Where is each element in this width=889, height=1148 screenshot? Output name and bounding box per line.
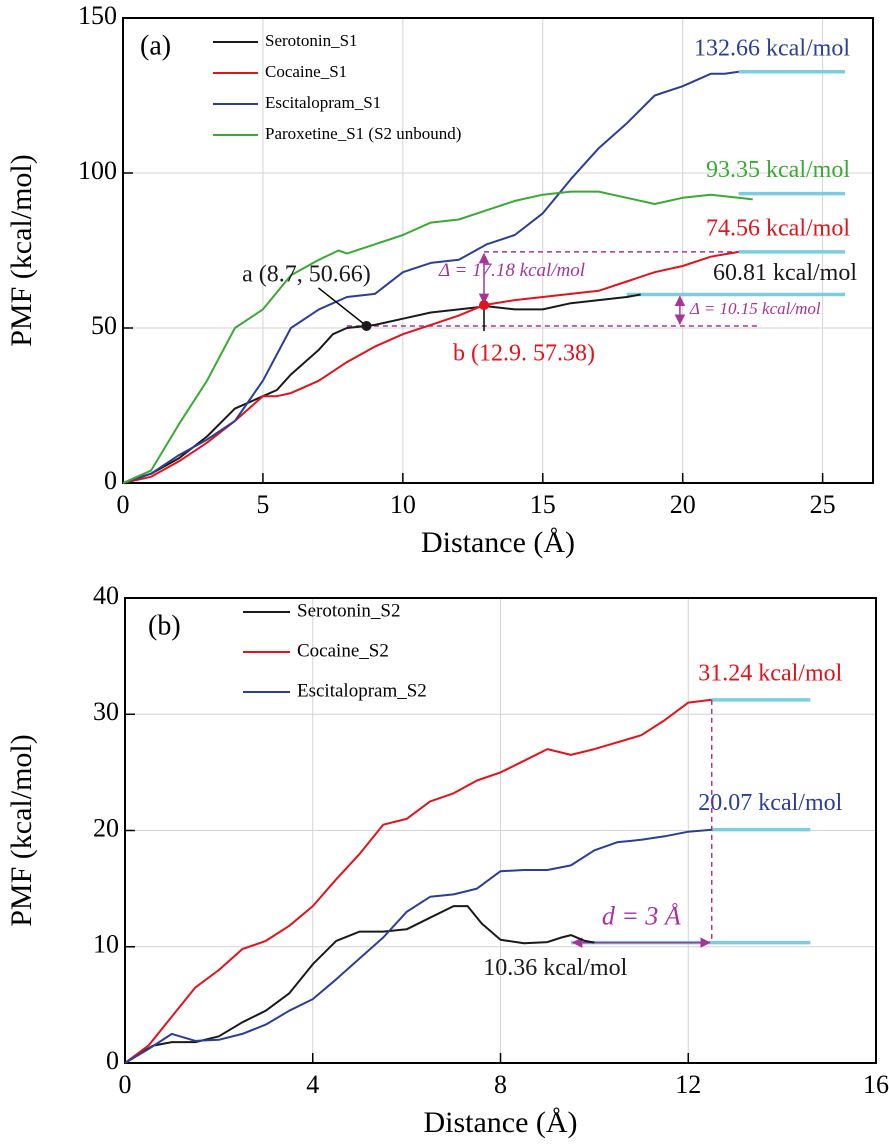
x-tick-label: 5: [256, 490, 269, 519]
y-tick-label: 10: [93, 930, 119, 959]
reference-label: 10.36 kcal/mol: [483, 955, 627, 981]
series-line: [124, 905, 595, 1064]
legend-label: Serotonin_S2: [297, 600, 400, 621]
series-line: [122, 250, 739, 484]
x-tick-label: 20: [670, 490, 696, 519]
y-tick-label: 100: [78, 156, 117, 185]
y-tick-label: 30: [93, 697, 119, 726]
x-axis-label: Distance (Å): [421, 526, 575, 559]
x-axis-label: Distance (Å): [423, 1106, 577, 1139]
legend-label: Serotonin_S1: [265, 31, 358, 50]
distance-label: d = 3 Å: [602, 902, 681, 931]
series-line: [124, 698, 712, 1064]
y-tick-label: 50: [91, 311, 117, 340]
legend-label: Escitalopram_S1: [265, 93, 381, 112]
y-tick-label: 20: [93, 813, 119, 842]
plot-frame: [124, 597, 877, 1064]
marked-point: [479, 300, 490, 311]
reference-label: 93.35 kcal/mol: [706, 157, 850, 183]
series-line: [122, 190, 753, 484]
x-tick-label: 10: [390, 490, 416, 519]
x-tick-label: 0: [119, 1070, 132, 1099]
legend-label: Escitalopram_S2: [297, 680, 427, 701]
y-tick-label: 0: [104, 466, 117, 495]
delta-label: Δ = 17.18 kcal/mol: [438, 260, 585, 281]
x-tick-label: 12: [675, 1070, 701, 1099]
plot-frame: [122, 17, 874, 484]
series-line: [122, 293, 641, 484]
reference-label: 31.24 kcal/mol: [698, 660, 842, 686]
x-tick-label: 0: [117, 490, 130, 519]
point-label: a (8.7, 50.66): [242, 261, 371, 287]
x-tick-label: 15: [530, 490, 556, 519]
legend-label: Cocaine_S1: [265, 62, 347, 81]
y-axis-label: PMF (kcal/mol): [5, 734, 38, 927]
reference-label: 132.66 kcal/mol: [694, 35, 850, 61]
x-tick-label: 4: [306, 1070, 319, 1099]
x-tick-label: 16: [863, 1070, 889, 1099]
delta-label: Δ = 10.15 kcal/mol: [689, 299, 821, 318]
legend-label: Paroxetine_S1 (S2 unbound): [265, 124, 461, 143]
x-tick-label: 8: [494, 1070, 507, 1099]
legend-label: Cocaine_S2: [297, 640, 389, 661]
y-tick-label: 150: [78, 1, 117, 30]
reference-label: 60.81 kcal/mol: [713, 260, 857, 286]
y-tick-label: 40: [93, 581, 119, 610]
y-tick-label: 0: [106, 1046, 119, 1075]
reference-label: 74.56 kcal/mol: [706, 215, 850, 241]
panel-label: (b): [148, 610, 181, 641]
series-line: [122, 70, 739, 484]
series-line: [124, 828, 712, 1064]
point-label: b (12.9. 57.38): [453, 341, 595, 367]
marked-point: [361, 320, 372, 331]
reference-label: 20.07 kcal/mol: [698, 790, 842, 816]
y-axis-label: PMF (kcal/mol): [5, 154, 38, 347]
x-tick-label: 25: [810, 490, 836, 519]
panel-label: (a): [140, 30, 171, 61]
leader-line: [318, 287, 367, 327]
